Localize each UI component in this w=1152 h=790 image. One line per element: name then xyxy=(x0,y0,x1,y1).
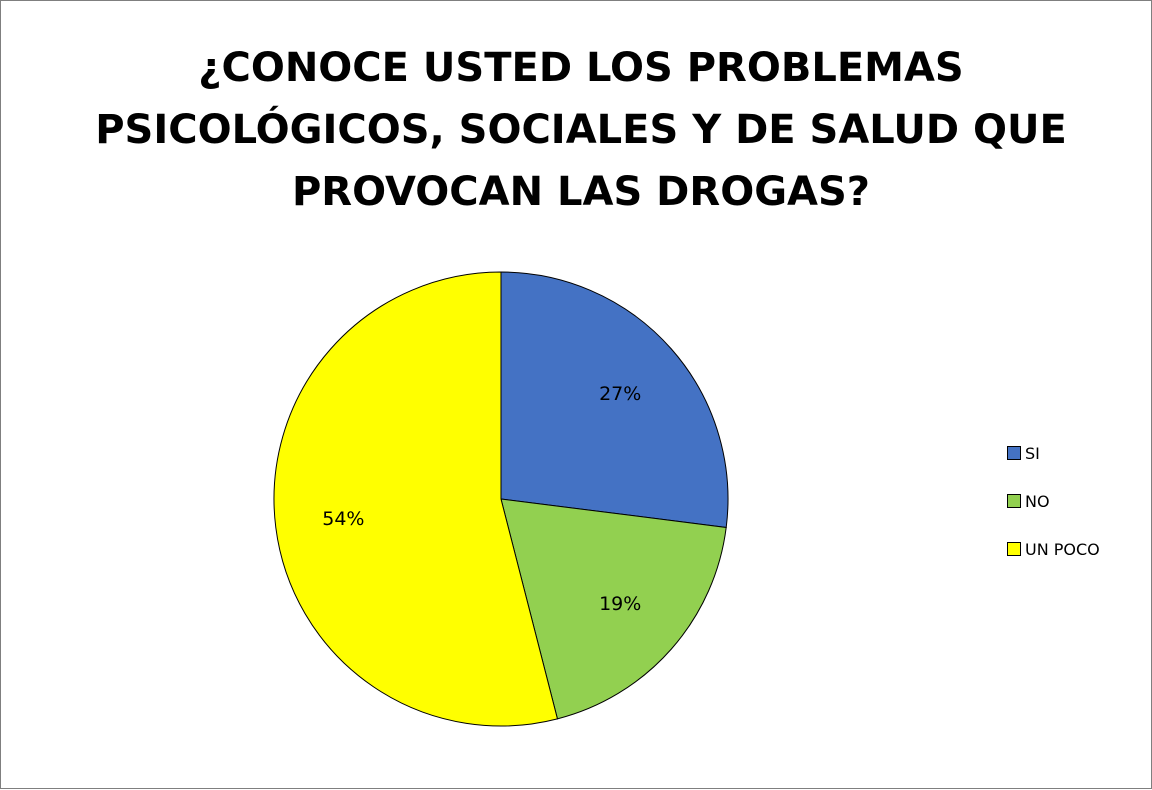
data-label-un-poco: 54% xyxy=(322,508,364,530)
chart-title-line-1: ¿CONOCE USTED LOS PROBLEMAS xyxy=(198,45,964,91)
legend-item-no: NO xyxy=(1007,489,1147,513)
chart-title: ¿CONOCE USTED LOS PROBLEMAS PSICOLÓGICOS… xyxy=(61,37,1101,223)
legend-swatch-un-poco xyxy=(1007,542,1021,556)
legend-label-si: SI xyxy=(1025,443,1040,463)
pie-slice-un-poco xyxy=(273,271,559,727)
chart-title-line-3: PROVOCAN LAS DROGAS? xyxy=(291,169,870,215)
legend: SI NO UN POCO xyxy=(1007,441,1147,585)
data-label-no: 19% xyxy=(599,593,641,615)
pie-slice-no xyxy=(500,498,727,720)
legend-label-no: NO xyxy=(1025,491,1050,511)
legend-swatch-si xyxy=(1007,446,1021,460)
legend-swatch-no xyxy=(1007,494,1021,508)
pie-slice-si xyxy=(500,271,729,529)
data-label-si: 27% xyxy=(599,383,641,405)
chart-title-line-2: PSICOLÓGICOS, SOCIALES Y DE SALUD QUE xyxy=(95,107,1067,153)
legend-item-si: SI xyxy=(1007,441,1147,465)
legend-label-un-poco: UN POCO xyxy=(1025,539,1100,559)
legend-item-un-poco: UN POCO xyxy=(1007,537,1147,561)
